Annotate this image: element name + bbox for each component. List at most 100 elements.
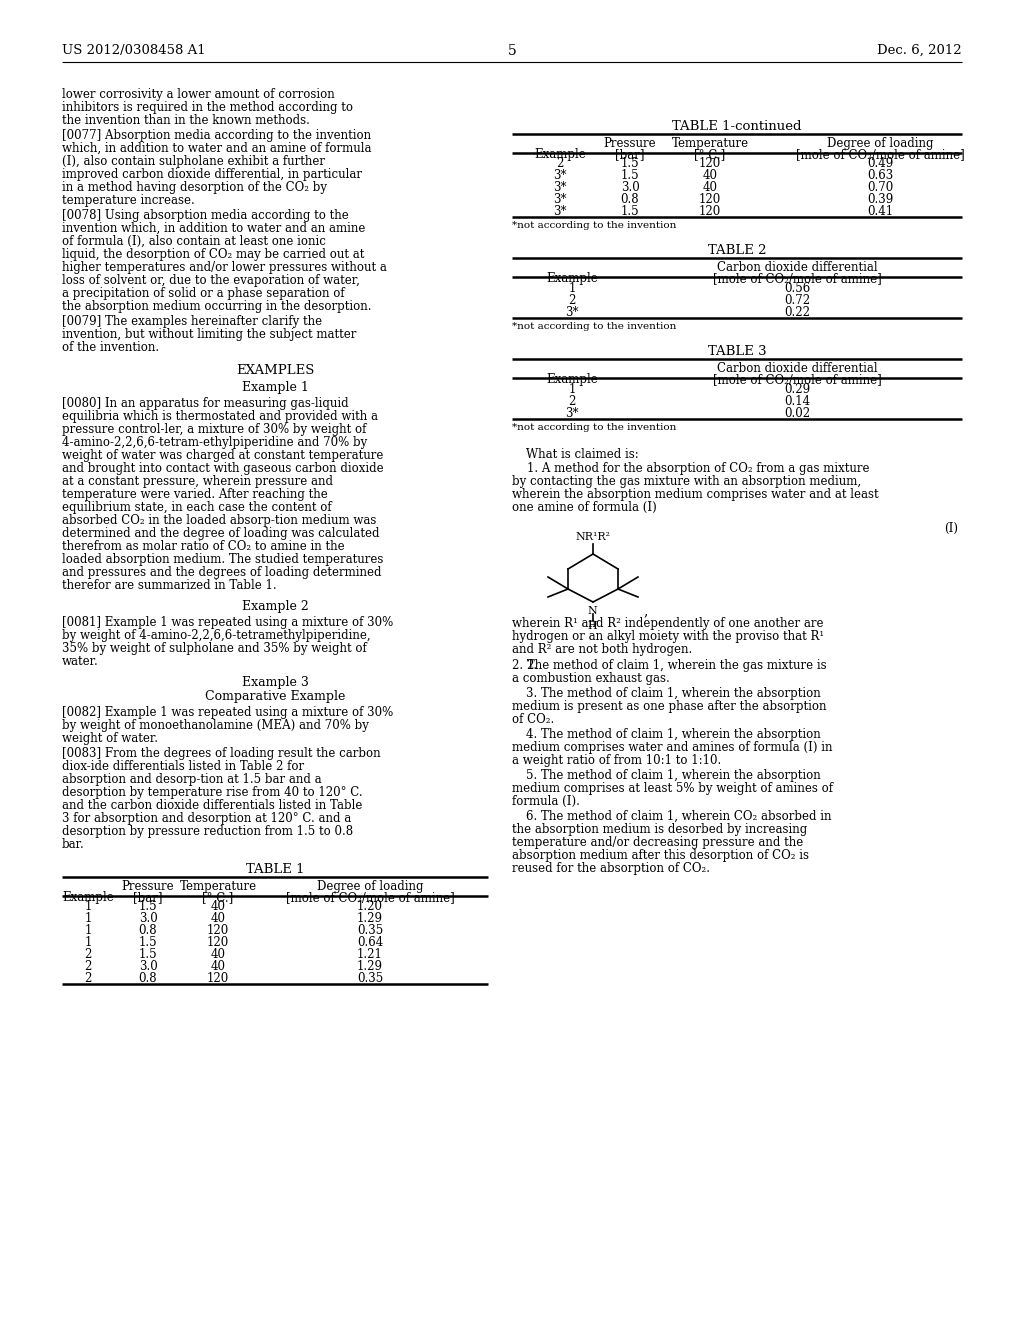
Text: 3*: 3* xyxy=(553,193,566,206)
Text: Carbon dioxide differential: Carbon dioxide differential xyxy=(717,261,878,275)
Text: 4. The method of claim 1, wherein the absorption: 4. The method of claim 1, wherein the ab… xyxy=(526,729,821,741)
Text: temperature and/or decreasing pressure and the: temperature and/or decreasing pressure a… xyxy=(512,836,803,849)
Text: 1.5: 1.5 xyxy=(621,157,639,170)
Text: 3.0: 3.0 xyxy=(138,960,158,973)
Text: 0.22: 0.22 xyxy=(784,306,810,319)
Text: a combustion exhaust gas.: a combustion exhaust gas. xyxy=(512,672,670,685)
Text: formula (I).: formula (I). xyxy=(512,795,580,808)
Text: 120: 120 xyxy=(207,924,229,937)
Text: 5. The method of claim 1, wherein the absorption: 5. The method of claim 1, wherein the ab… xyxy=(526,770,821,781)
Text: [0078] Using absorption media according to the: [0078] Using absorption media according … xyxy=(62,209,349,222)
Text: inhibitors is required in the method according to: inhibitors is required in the method acc… xyxy=(62,102,353,114)
Text: Degree of loading: Degree of loading xyxy=(316,880,423,894)
Text: *not according to the invention: *not according to the invention xyxy=(512,422,677,432)
Text: 5: 5 xyxy=(508,44,516,58)
Text: 0.14: 0.14 xyxy=(784,395,810,408)
Text: temperature were varied. After reaching the: temperature were varied. After reaching … xyxy=(62,488,328,502)
Text: Comparative Example: Comparative Example xyxy=(205,690,345,704)
Text: 3. The method of claim 1, wherein the absorption: 3. The method of claim 1, wherein the ab… xyxy=(526,686,821,700)
Text: Temperature: Temperature xyxy=(179,880,257,894)
Text: 1: 1 xyxy=(84,912,92,925)
Text: medium is present as one phase after the absorption: medium is present as one phase after the… xyxy=(512,700,826,713)
Text: 3 for absorption and desorption at 120° C. and a: 3 for absorption and desorption at 120° … xyxy=(62,812,351,825)
Text: 40: 40 xyxy=(211,948,225,961)
Text: [0079] The examples hereinafter clarify the: [0079] The examples hereinafter clarify … xyxy=(62,315,323,327)
Text: 2: 2 xyxy=(568,294,575,308)
Text: [mole of CO₂/mole of amine]: [mole of CO₂/mole of amine] xyxy=(713,374,882,385)
Text: hydrogen or an alkyl moiety with the proviso that R¹: hydrogen or an alkyl moiety with the pro… xyxy=(512,630,824,643)
Text: and the carbon dioxide differentials listed in Table: and the carbon dioxide differentials lis… xyxy=(62,799,362,812)
Text: medium comprises at least 5% by weight of amines of: medium comprises at least 5% by weight o… xyxy=(512,781,833,795)
Text: 40: 40 xyxy=(211,900,225,913)
Text: 2: 2 xyxy=(568,395,575,408)
Text: therefrom as molar ratio of CO₂ to amine in the: therefrom as molar ratio of CO₂ to amine… xyxy=(62,540,345,553)
Text: absorbed CO₂ in the loaded absorp-tion medium was: absorbed CO₂ in the loaded absorp-tion m… xyxy=(62,513,377,527)
Text: 1.5: 1.5 xyxy=(621,169,639,182)
Text: of formula (I), also contain at least one ionic: of formula (I), also contain at least on… xyxy=(62,235,326,248)
Text: 1.5: 1.5 xyxy=(138,948,158,961)
Text: 1: 1 xyxy=(568,383,575,396)
Text: 3*: 3* xyxy=(565,407,579,420)
Text: 0.02: 0.02 xyxy=(784,407,810,420)
Text: invention which, in addition to water and an amine: invention which, in addition to water an… xyxy=(62,222,366,235)
Text: determined and the degree of loading was calculated: determined and the degree of loading was… xyxy=(62,527,380,540)
Text: 0.49: 0.49 xyxy=(867,157,893,170)
Text: 0.63: 0.63 xyxy=(867,169,893,182)
Text: medium comprises water and amines of formula (I) in: medium comprises water and amines of for… xyxy=(512,741,833,754)
Text: 2: 2 xyxy=(556,157,563,170)
Text: Pressure: Pressure xyxy=(122,880,174,894)
Text: EXAMPLES: EXAMPLES xyxy=(236,364,314,378)
Text: 3*: 3* xyxy=(553,181,566,194)
Text: the invention than in the known methods.: the invention than in the known methods. xyxy=(62,114,310,127)
Text: and R² are not both hydrogen.: and R² are not both hydrogen. xyxy=(512,643,692,656)
Text: absorption medium after this desorption of CO₂ is: absorption medium after this desorption … xyxy=(512,849,809,862)
Text: TABLE 3: TABLE 3 xyxy=(708,345,766,358)
Text: 0.64: 0.64 xyxy=(357,936,383,949)
Text: 0.41: 0.41 xyxy=(867,205,893,218)
Text: 0.8: 0.8 xyxy=(138,972,158,985)
Text: 1.21: 1.21 xyxy=(357,948,383,961)
Text: therefor are summarized in Table 1.: therefor are summarized in Table 1. xyxy=(62,579,276,591)
Text: Example: Example xyxy=(62,891,114,904)
Text: US 2012/0308458 A1: US 2012/0308458 A1 xyxy=(62,44,206,57)
Text: TABLE 2: TABLE 2 xyxy=(708,244,766,257)
Text: (I), also contain sulpholane exhibit a further: (I), also contain sulpholane exhibit a f… xyxy=(62,154,325,168)
Text: 40: 40 xyxy=(211,960,225,973)
Text: Carbon dioxide differential: Carbon dioxide differential xyxy=(717,362,878,375)
Text: 3*: 3* xyxy=(553,205,566,218)
Text: diox-ide differentials listed in Table 2 for: diox-ide differentials listed in Table 2… xyxy=(62,760,304,774)
Text: 4-amino-2,2,6,6-tetram-ethylpiperidine and 70% by: 4-amino-2,2,6,6-tetram-ethylpiperidine a… xyxy=(62,436,368,449)
Text: a weight ratio of from 10:1 to 1:10.: a weight ratio of from 10:1 to 1:10. xyxy=(512,754,721,767)
Text: 1.5: 1.5 xyxy=(138,900,158,913)
Text: *not according to the invention: *not according to the invention xyxy=(512,220,677,230)
Text: 3.0: 3.0 xyxy=(621,181,639,194)
Text: pressure control-ler, a mixture of 30% by weight of: pressure control-ler, a mixture of 30% b… xyxy=(62,422,367,436)
Text: 2: 2 xyxy=(84,948,92,961)
Text: 40: 40 xyxy=(702,169,718,182)
Text: wherein the absorption medium comprises water and at least: wherein the absorption medium comprises … xyxy=(512,488,879,502)
Text: [bar]: [bar] xyxy=(615,148,645,161)
Text: [bar]: [bar] xyxy=(133,891,163,904)
Text: 2. The method of claim 1, wherein the gas mixture is: 2. The method of claim 1, wherein the ga… xyxy=(512,659,826,672)
Text: desorption by temperature rise from 40 to 120° C.: desorption by temperature rise from 40 t… xyxy=(62,785,362,799)
Text: higher temperatures and/or lower pressures without a: higher temperatures and/or lower pressur… xyxy=(62,261,387,275)
Text: equilibrium state, in each case the content of: equilibrium state, in each case the cont… xyxy=(62,502,332,513)
Text: by weight of 4-amino-2,2,6,6-tetramethylpiperidine,: by weight of 4-amino-2,2,6,6-tetramethyl… xyxy=(62,630,371,642)
Text: 120: 120 xyxy=(698,157,721,170)
Text: Example: Example xyxy=(546,272,598,285)
Text: a precipitation of solid or a phase separation of: a precipitation of solid or a phase sepa… xyxy=(62,286,345,300)
Text: [0077] Absorption media according to the invention: [0077] Absorption media according to the… xyxy=(62,129,371,143)
Text: one amine of formula (I): one amine of formula (I) xyxy=(512,502,656,513)
Text: 0.56: 0.56 xyxy=(784,282,810,294)
Text: 35% by weight of sulpholane and 35% by weight of: 35% by weight of sulpholane and 35% by w… xyxy=(62,642,367,655)
Text: at a constant pressure, wherein pressure and: at a constant pressure, wherein pressure… xyxy=(62,475,333,488)
Text: 1.29: 1.29 xyxy=(357,912,383,925)
Text: 1. A method for the absorption of CO₂ from a gas mixture: 1. A method for the absorption of CO₂ fr… xyxy=(512,462,869,475)
Text: equilibria which is thermostated and provided with a: equilibria which is thermostated and pro… xyxy=(62,411,378,422)
Text: loss of solvent or, due to the evaporation of water,: loss of solvent or, due to the evaporati… xyxy=(62,275,359,286)
Text: loaded absorption medium. The studied temperatures: loaded absorption medium. The studied te… xyxy=(62,553,383,566)
Text: 40: 40 xyxy=(211,912,225,925)
Text: N: N xyxy=(587,606,597,616)
Text: 1: 1 xyxy=(84,900,92,913)
Text: 0.39: 0.39 xyxy=(867,193,893,206)
